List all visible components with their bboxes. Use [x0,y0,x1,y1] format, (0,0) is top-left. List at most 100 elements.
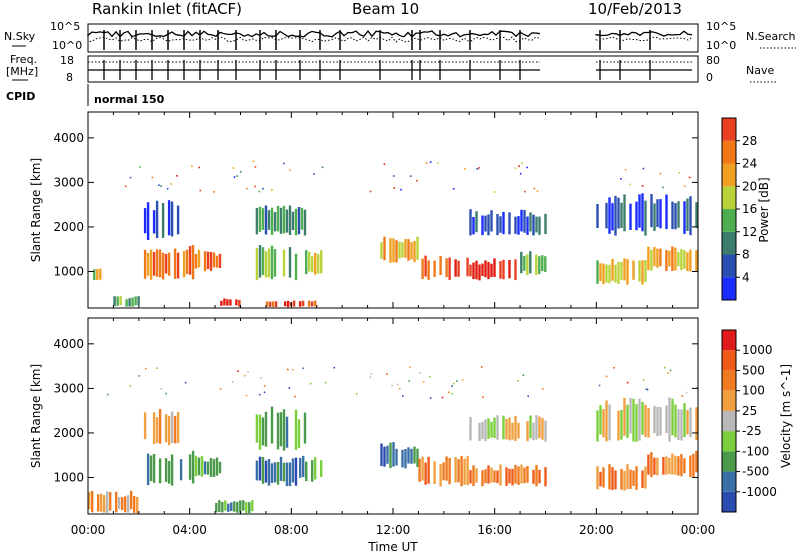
power-cell [653,246,656,267]
power-cell [308,251,311,272]
velocity-cell [487,418,490,439]
velocity-cell [258,456,262,481]
velocity-cell [270,406,274,444]
power-cell [614,264,617,283]
velocity-cell [487,465,490,484]
power-cell [182,251,186,278]
velocity-cell [484,419,487,442]
power-cell [96,269,99,281]
velocity-cell [146,453,150,485]
velocity-scatter-cell [409,366,411,369]
power-cell [286,300,290,308]
velocity-cell [103,495,106,513]
velocity-cell [285,462,289,487]
velocity-cell [303,412,307,444]
velocity-cell [695,450,698,473]
power-cell [255,248,259,281]
velocity-cell [115,491,118,513]
velocity-cell [514,415,517,441]
power-scatter-cell [524,190,526,193]
velocity-cell [599,405,602,435]
power-cell [496,214,499,236]
velocity-cell [635,466,638,490]
velocity-cell [683,403,686,438]
velocity-cell [439,464,442,487]
power-scatter-cell [688,176,691,179]
velocity-cell [395,448,398,466]
velocity-cell [668,457,671,474]
velocity-scatter-cell [219,388,222,390]
power-colorbar-segment [722,277,736,301]
power-cell [301,300,305,307]
velocity-scatter-cell [237,370,239,372]
velocity-cell [302,455,305,478]
velocity-scatter-cell [391,384,393,387]
velocity-scatter-cell [396,383,399,386]
power-scatter-cell [254,166,257,168]
velocity-cell [100,493,103,512]
power-cell [310,301,314,307]
velocity-cell [665,456,668,475]
nsearch-tick-low: 10^0 [706,39,736,52]
velocity-cell [255,414,259,443]
velocity-cell [311,460,314,482]
power-cell [398,241,401,259]
power-cell [307,300,311,307]
velocity-cell [288,462,292,487]
velocity-cell [248,502,251,513]
velocity-cell [505,467,508,486]
power-cell [611,258,614,281]
velocity-cell [261,417,265,446]
power-colorbar-segment [722,118,736,141]
power-cell [526,254,529,276]
freq-tick-high: 18 [60,54,74,67]
power-scatter-cell [176,175,178,177]
power-cell [264,251,268,278]
velocity-cell [626,404,629,438]
velocity-cell [203,461,207,475]
power-cell [300,207,304,230]
velocity-cell [294,409,298,450]
velocity-scatter-cell [370,372,373,375]
velocity-cell [124,496,127,513]
power-cell [520,209,523,232]
power-scatter-cell [124,185,127,188]
time-xtick-label: 08:00 [274,523,309,537]
power-cell [484,215,487,232]
freq-label: Freq. [10,53,37,66]
power-cell [176,252,180,279]
power-cell [493,258,496,277]
power-cell [650,194,653,228]
cpid-label: CPID [6,90,35,103]
power-cell [668,250,671,267]
power-cell [395,240,398,263]
power-scatter-cell [514,167,517,169]
velocity-cell [215,502,218,513]
power-cell [499,216,502,233]
time-xtick-label: 00:00 [71,523,106,537]
time-x-axis: 00:00 04:00 08:00 12:00 16:00 20:00 00:00 [71,523,716,537]
velocity-cell [261,457,265,484]
velocity-cell [133,496,136,513]
velocity-scatter-cell [451,392,453,395]
velocity-cell [632,398,635,442]
velocity-cell [605,400,608,442]
velocity-scatter-cell [165,392,167,395]
velocity-cell [596,410,599,442]
power-colorbar-segment [722,186,736,210]
power-cell [671,201,674,230]
velocity-colorbar-tick-label: -500 [742,465,769,479]
power-cell [167,252,171,276]
power-cell [523,255,526,271]
power-scatter-cell [313,173,315,175]
power-cell [611,203,614,231]
power-scatter-cell [519,172,522,175]
power-cell [191,245,195,280]
velocity-cell [416,448,419,467]
velocity-y-axis: 1000 2000 3000 4000 [53,318,699,514]
velocity-cell [242,500,245,511]
power-cell [677,201,680,228]
power-cell [167,200,171,236]
power-cell [544,213,547,235]
power-y-axis: 1000 2000 3000 4000 [53,112,699,308]
